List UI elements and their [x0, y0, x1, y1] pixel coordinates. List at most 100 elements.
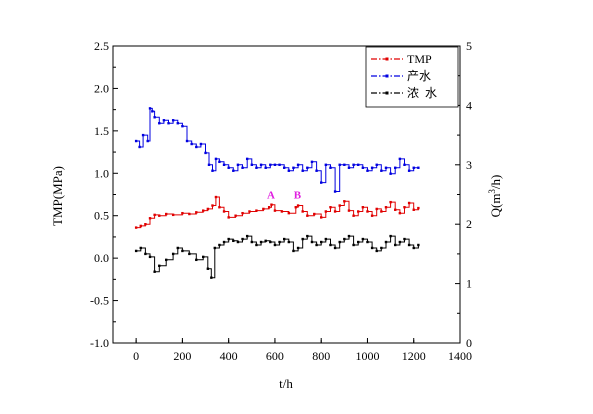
- series-point: [407, 243, 411, 247]
- series-point: [394, 166, 397, 169]
- series-point: [389, 234, 392, 238]
- series-point: [403, 237, 406, 241]
- y-axis-right-label-base: Q(m: [488, 194, 503, 218]
- y-left-tick-label: 0.0: [94, 251, 109, 265]
- series-point: [181, 124, 184, 128]
- y-left-tick-label: 0.5: [94, 209, 109, 223]
- series-point: [190, 142, 193, 146]
- x-tick-label: 1400: [448, 349, 472, 363]
- series-point: [324, 237, 328, 241]
- series-point: [264, 166, 267, 169]
- y-right-tick-label: 0: [466, 336, 472, 350]
- series-point: [153, 270, 156, 273]
- y-right-tick-label: 4: [466, 98, 472, 112]
- series-point: [273, 209, 277, 212]
- series-point: [407, 201, 411, 205]
- series-point: [227, 166, 230, 169]
- series-point: [134, 139, 138, 143]
- series-point: [280, 210, 284, 213]
- series-point: [199, 142, 203, 146]
- series-point: [412, 208, 415, 211]
- series-point: [278, 163, 281, 166]
- x-tick-label: 1000: [355, 349, 379, 363]
- series-point: [153, 116, 156, 119]
- series-point: [248, 210, 251, 213]
- y-left-tick-label: -1.0: [90, 336, 109, 350]
- series-point: [188, 252, 191, 256]
- series-point: [370, 246, 374, 250]
- series-point: [403, 206, 406, 209]
- series-point: [315, 243, 318, 247]
- series-point: [320, 240, 323, 244]
- series-point: [294, 206, 297, 209]
- series-point: [245, 157, 249, 161]
- series-point: [227, 216, 230, 219]
- series-point: [282, 237, 286, 241]
- series-point: [310, 240, 314, 244]
- series-point: [384, 166, 388, 169]
- series-point: [389, 172, 392, 175]
- series-point: [366, 240, 369, 244]
- series-point: [259, 163, 263, 166]
- series-point: [343, 163, 346, 166]
- series-point: [320, 181, 323, 184]
- series-point: [333, 246, 337, 250]
- series-point: [176, 246, 179, 250]
- series-point: [255, 243, 258, 247]
- series-point: [412, 246, 415, 250]
- series-point: [144, 223, 147, 226]
- series-point: [357, 210, 360, 213]
- series-point: [176, 122, 179, 125]
- legend-label: TMP: [407, 52, 432, 66]
- series-point: [361, 206, 365, 209]
- series-point: [329, 243, 332, 247]
- series-point: [338, 163, 341, 166]
- series-point: [259, 240, 263, 244]
- series-point: [375, 249, 378, 253]
- series-point: [162, 119, 166, 122]
- series-point: [394, 208, 397, 211]
- series-point: [255, 166, 258, 169]
- series-point: [144, 252, 147, 256]
- series-point: [267, 206, 271, 209]
- legend-marker: [385, 57, 389, 61]
- series-point: [232, 239, 235, 243]
- y-right-tick-label: 1: [466, 277, 472, 291]
- series-point: [165, 212, 168, 216]
- series-point: [273, 163, 277, 166]
- series-point: [296, 163, 300, 166]
- y-right-tick-label: 5: [466, 39, 472, 53]
- series-point: [206, 207, 210, 211]
- series-point: [380, 210, 383, 213]
- series-point: [202, 255, 205, 259]
- series-point: [287, 211, 291, 215]
- legend-box: [365, 46, 459, 108]
- x-axis-ticks: 0 200 400 600 800 1000 1200 1400: [133, 338, 472, 363]
- series-line: [136, 107, 419, 192]
- series-point: [262, 207, 265, 211]
- series-point: [214, 195, 218, 199]
- series-point: [324, 163, 328, 166]
- series-point: [165, 258, 168, 262]
- legend-label: 产水: [407, 69, 431, 83]
- series-point: [241, 237, 244, 241]
- series-point: [398, 157, 402, 161]
- series-point: [347, 234, 351, 238]
- series-point: [366, 210, 369, 213]
- series-point: [320, 216, 323, 219]
- series-point: [324, 210, 328, 213]
- series-point: [313, 212, 316, 216]
- series-point: [282, 166, 286, 169]
- x-tick-label: 0: [133, 349, 139, 363]
- series-point: [296, 246, 300, 250]
- series-point: [357, 163, 360, 166]
- series-point: [301, 237, 304, 241]
- series-point: [204, 151, 207, 155]
- series-point: [296, 204, 300, 207]
- series-point: [213, 246, 216, 250]
- series-point: [139, 224, 142, 228]
- y-axis-right-label-tail: /h): [488, 175, 503, 189]
- series-point: [171, 213, 175, 217]
- series-point: [329, 206, 332, 209]
- series-point: [398, 240, 402, 244]
